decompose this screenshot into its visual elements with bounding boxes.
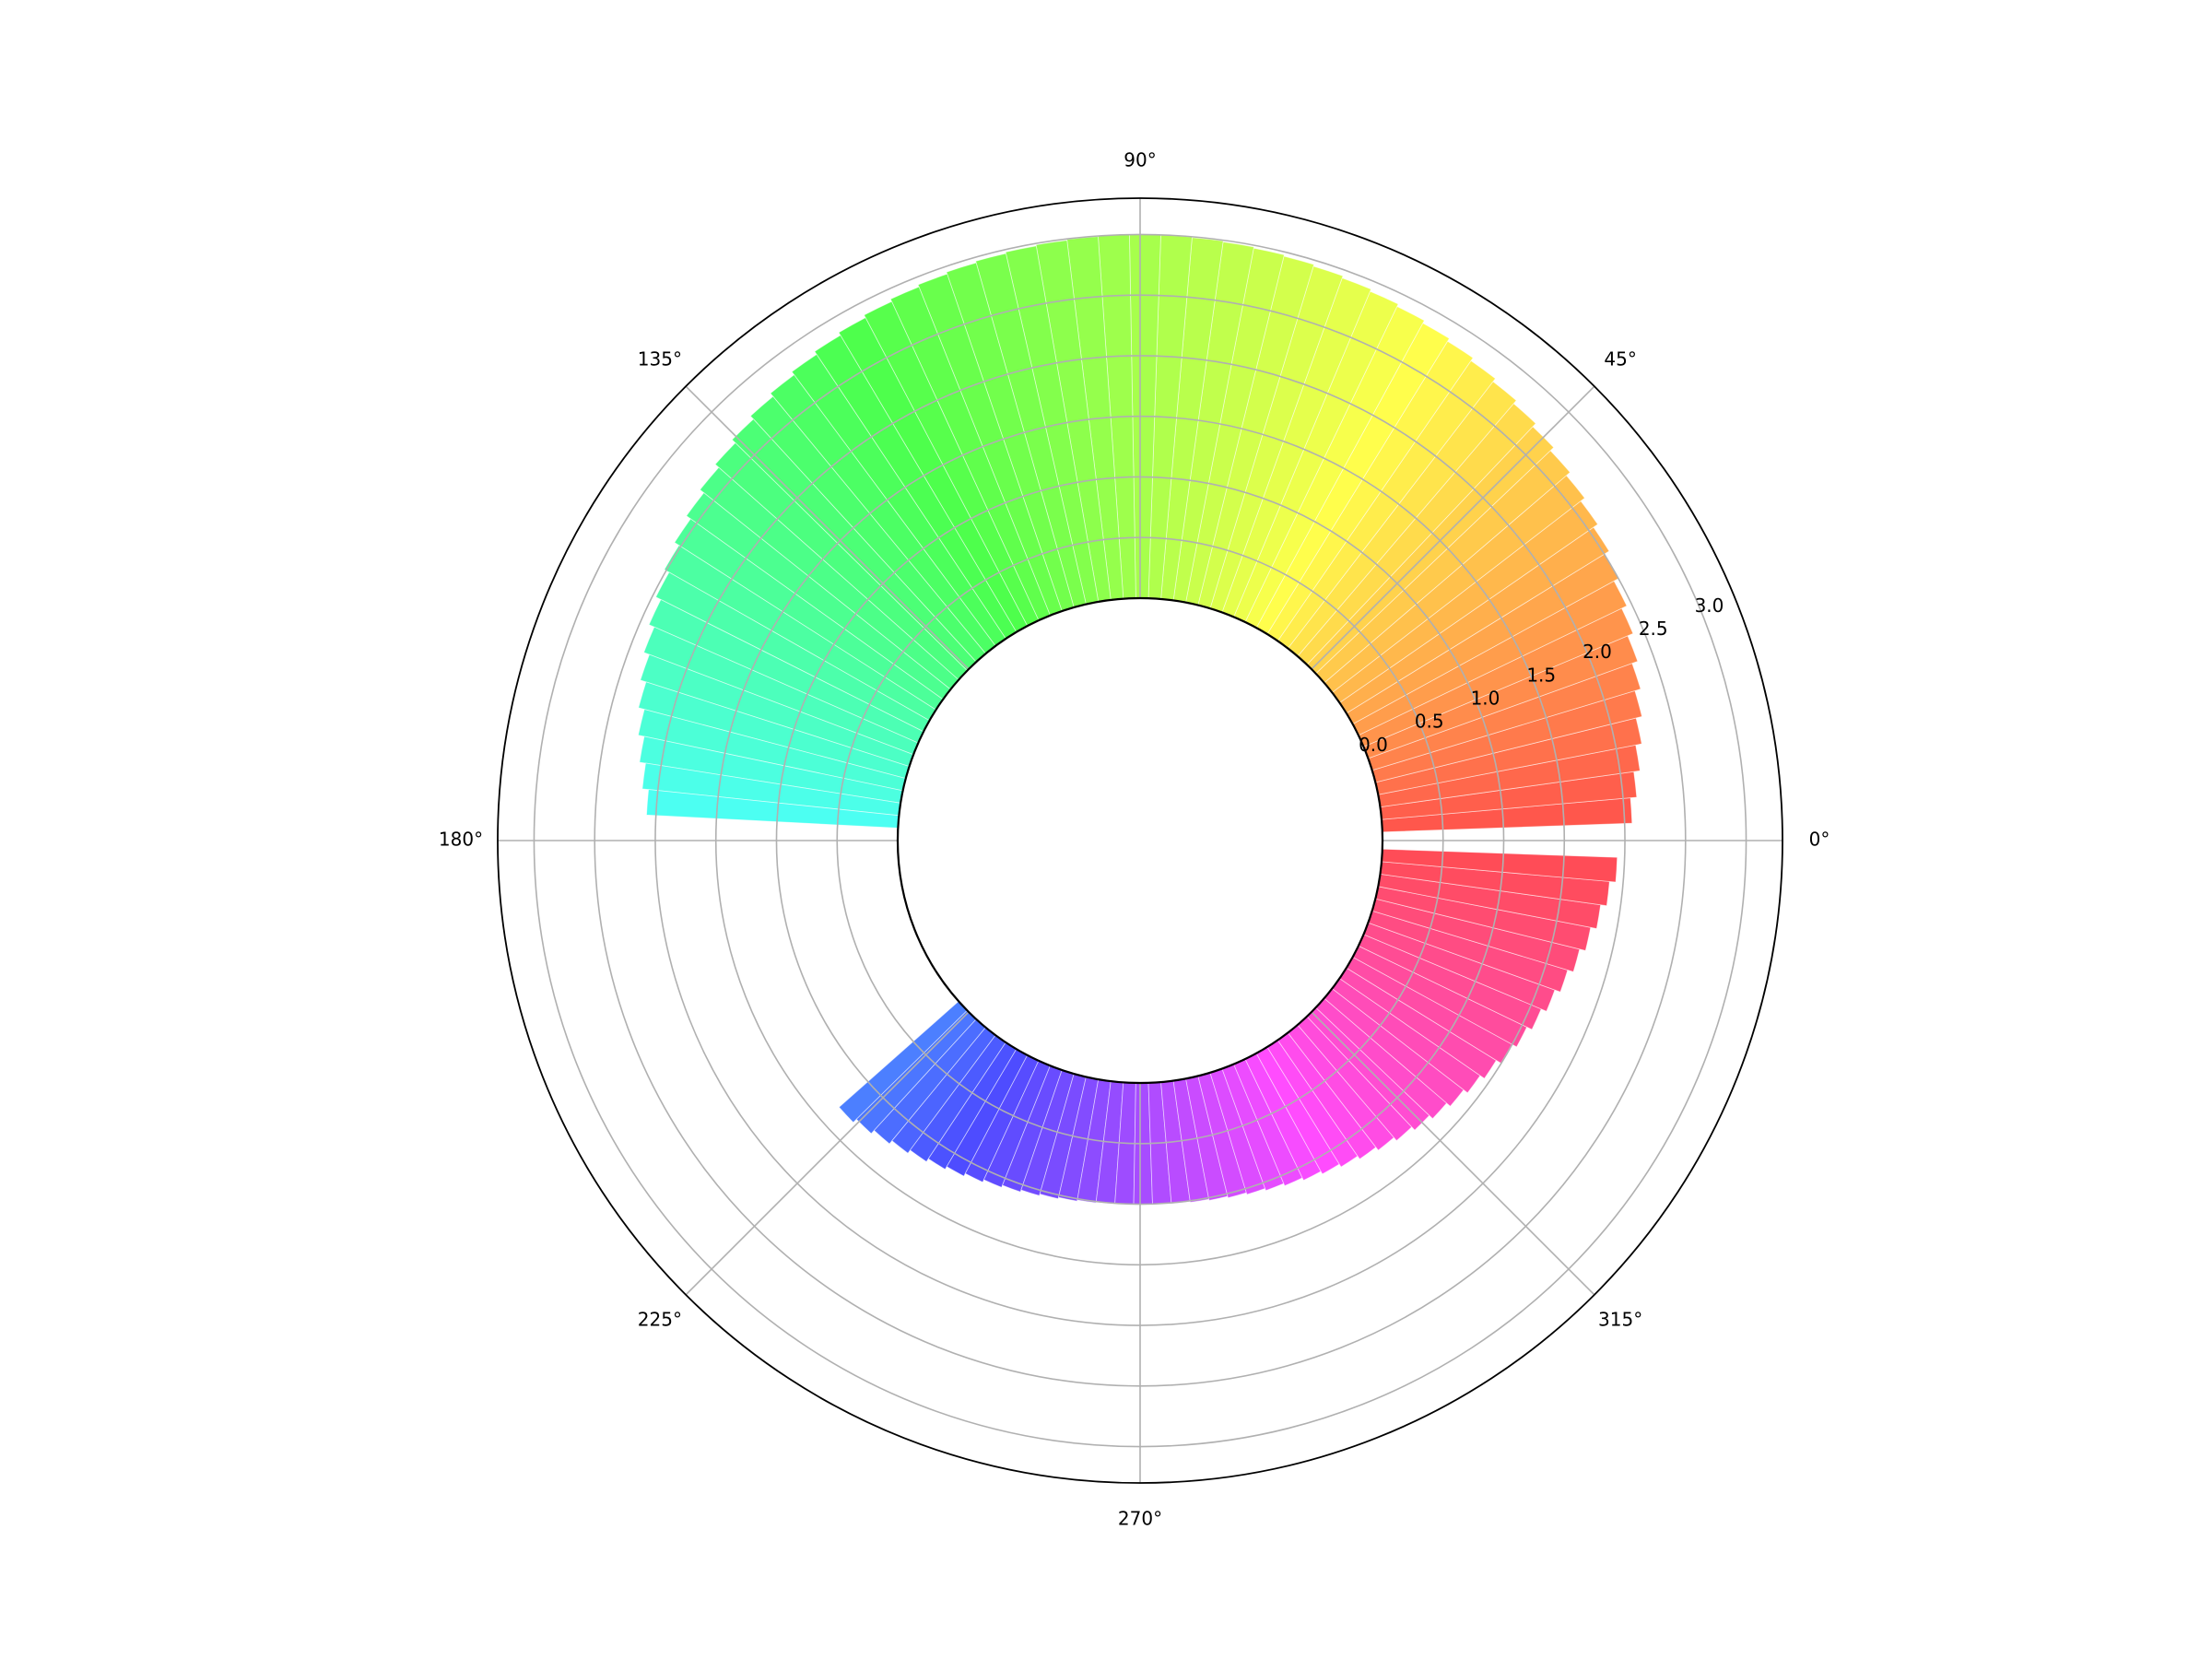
inner-frame bbox=[896, 596, 1384, 1085]
angle-tick-label: 225° bbox=[638, 1309, 682, 1331]
angle-tick-label: 90° bbox=[1124, 149, 1156, 171]
angle-tick-label: 270° bbox=[1118, 1508, 1162, 1530]
radial-tick-label: 1.5 bbox=[1526, 664, 1556, 686]
angle-gridline bbox=[1311, 385, 1595, 670]
radial-tick-label: 2.0 bbox=[1583, 641, 1612, 663]
angle-tick-label: 45° bbox=[1604, 347, 1636, 370]
angle-gridline bbox=[1311, 1011, 1595, 1296]
angle-tick-label: 135° bbox=[638, 347, 682, 370]
radial-tick-label: 0.5 bbox=[1415, 711, 1444, 733]
radial-tick-label: 2.5 bbox=[1639, 618, 1668, 640]
angle-tick-label: 0° bbox=[1809, 829, 1830, 851]
radial-tick-label: 3.0 bbox=[1695, 594, 1724, 617]
frame-layer bbox=[497, 197, 1783, 1484]
outer-frame bbox=[497, 197, 1783, 1484]
angle-gridline bbox=[685, 385, 970, 670]
angle-tick-label: 315° bbox=[1598, 1309, 1642, 1331]
radial-tick-label: 1.0 bbox=[1471, 688, 1500, 710]
labels-layer: 0° 45° 90° 135° 180° 225° 270° 315° 0.0 0.5 1.0 1.5… bbox=[439, 149, 1830, 1530]
radial-tick-label: 0.0 bbox=[1359, 734, 1388, 756]
angle-gridline bbox=[685, 1011, 970, 1296]
angle-tick-label: 180° bbox=[439, 829, 483, 851]
